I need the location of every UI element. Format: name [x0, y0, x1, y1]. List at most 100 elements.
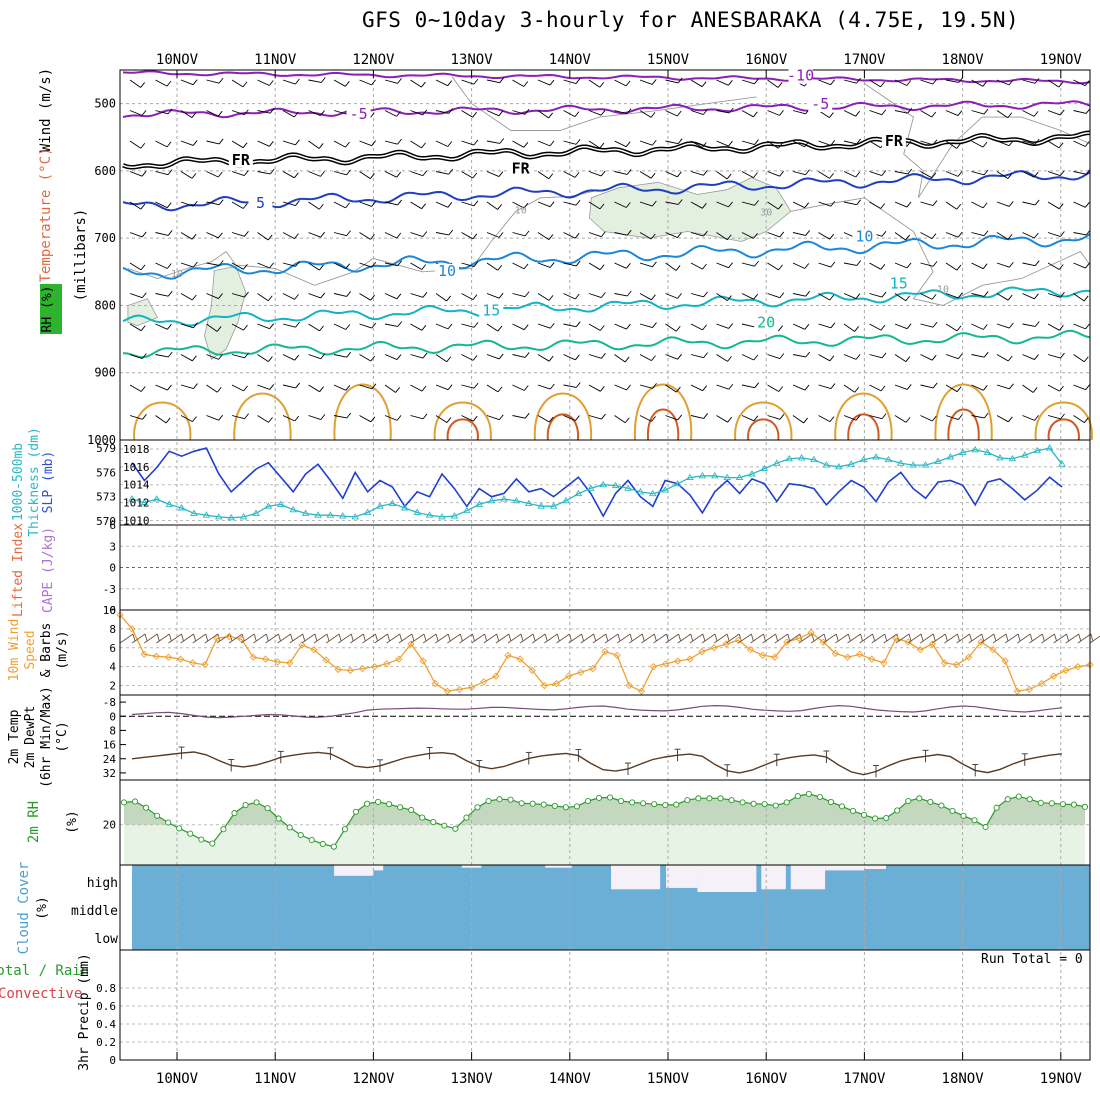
upper-wind-barb-flag	[777, 82, 783, 88]
upper-wind-barb-flag	[472, 415, 478, 422]
upper-wind-barb	[180, 232, 193, 240]
upper-wind-barb-flag	[779, 231, 785, 238]
upper-wind-barb	[665, 323, 677, 332]
upper-wind-barb	[945, 415, 959, 420]
upper-wind-barb-flag	[345, 263, 351, 269]
isotherm-30-bump	[747, 418, 780, 441]
upper-wind-barb-flag	[931, 172, 937, 179]
slp-point	[983, 448, 992, 455]
upper-wind-barb-flag	[1034, 354, 1039, 360]
upper-wind-barb-flag	[396, 111, 401, 117]
surface-wind-barb-flag	[860, 633, 863, 642]
upper-wind-barb-flag	[191, 294, 197, 301]
rh-point	[949, 807, 956, 814]
surface-wind-barb	[798, 633, 813, 644]
temp-label-1: 2m Temp	[7, 709, 22, 764]
thickness-tick-label: 570	[96, 515, 116, 528]
upper-wind-barb	[1073, 323, 1086, 330]
slp-point	[723, 473, 731, 481]
surface-wind-barb-flag	[435, 633, 439, 642]
upper-wind-barb	[384, 110, 397, 117]
cloud-gap	[864, 865, 887, 870]
upper-wind-barb-flag	[957, 171, 963, 177]
upper-wind-barb	[894, 323, 908, 330]
upper-wind-barb-flag	[958, 77, 964, 83]
slp-tick-label: 1018	[123, 443, 150, 456]
upper-wind-barb-flag	[881, 352, 887, 359]
wind-tick-label: 6	[109, 642, 116, 655]
isotherm-label: FR	[885, 132, 904, 150]
isotherm-label: FR	[232, 151, 251, 169]
isotherm-label: -5	[350, 105, 368, 123]
upper-wind-barb	[945, 293, 959, 299]
wind-tick-label: 10	[103, 604, 116, 617]
upper-wind-barb	[996, 262, 1010, 268]
upper-wind-barb-flag	[421, 81, 426, 88]
upper-wind-barb-flag	[549, 79, 555, 86]
upper-wind-barb-flag	[320, 292, 326, 299]
upper-wind-barb	[665, 262, 677, 271]
surface-wind-barb	[677, 633, 692, 644]
upper-wind-barb-flag	[193, 261, 198, 268]
upper-wind-barb-flag	[166, 141, 172, 148]
upper-wind-barb	[665, 201, 679, 205]
surface-wind-barb-flag	[326, 633, 330, 642]
upper-wind-barb	[1073, 110, 1087, 114]
upper-wind-barb	[308, 354, 321, 360]
upper-wind-barb	[945, 354, 959, 360]
upper-wind-barb-flag	[677, 232, 682, 238]
upper-wind-barb-flag	[805, 351, 811, 358]
surface-wind-barb-flag	[581, 633, 585, 642]
upper-wind-barb	[308, 79, 322, 83]
isotherm-minus5	[122, 100, 1091, 119]
upper-wind-barb	[1073, 384, 1086, 391]
isotherm-label: 5	[256, 194, 265, 212]
upper-wind-barb	[767, 262, 779, 271]
surface-wind-barb-flag	[641, 633, 645, 642]
rh-point	[397, 804, 404, 811]
rh-point	[827, 798, 834, 805]
upper-wind-barb-flag	[421, 142, 426, 149]
upper-wind-barb	[588, 384, 601, 392]
upper-wind-barb	[894, 293, 907, 302]
upper-wind-barb	[767, 415, 781, 420]
upper-wind-barb-flag	[856, 138, 862, 145]
upper-wind-barb	[384, 384, 396, 393]
upper-wind-barb	[410, 415, 424, 420]
rh-point	[838, 803, 846, 810]
upper-wind-barb-flag	[880, 324, 886, 331]
upper-wind-barb-flag	[856, 77, 861, 84]
upper-wind-barb-flag	[422, 109, 428, 116]
rh-point	[1081, 803, 1089, 810]
upper-wind-barb	[818, 384, 832, 390]
upper-wind-barb-flag	[856, 199, 862, 205]
upper-wind-barb	[563, 323, 577, 328]
pressure-tick-label: 800	[94, 298, 116, 312]
cloud-level-label: middle	[71, 904, 118, 919]
upper-wind-barb	[257, 140, 270, 147]
upper-wind-barb	[282, 201, 296, 207]
upper-wind-barb	[359, 79, 372, 86]
upper-wind-barb	[920, 293, 933, 300]
upper-wind-barb	[410, 79, 422, 88]
upper-wind-barb	[308, 384, 320, 393]
lifted-index-tick-label: -3	[103, 583, 116, 596]
upper-wind-barb-flag	[447, 80, 453, 86]
isotherm-label-bg	[808, 97, 833, 112]
upper-wind-barb	[894, 110, 908, 114]
slp-point	[239, 513, 248, 520]
upper-wind-barb	[588, 110, 602, 116]
upper-wind-barb-flag	[498, 171, 504, 177]
bottom-date-label: 13NOV	[451, 1071, 494, 1087]
upper-wind-barb	[741, 354, 754, 361]
upper-wind-barb-flag	[395, 387, 401, 393]
rh-contour-label: 10	[171, 269, 183, 280]
upper-wind-barb	[588, 354, 602, 359]
upper-wind-barb	[792, 232, 806, 236]
upper-wind-barb-flag	[956, 325, 962, 332]
rh-point	[352, 808, 360, 815]
upper-wind-barb	[410, 110, 423, 116]
surface-wind-barb	[410, 633, 425, 644]
upper-wind-barb-flag	[499, 77, 505, 83]
upper-wind-barb	[359, 201, 372, 207]
